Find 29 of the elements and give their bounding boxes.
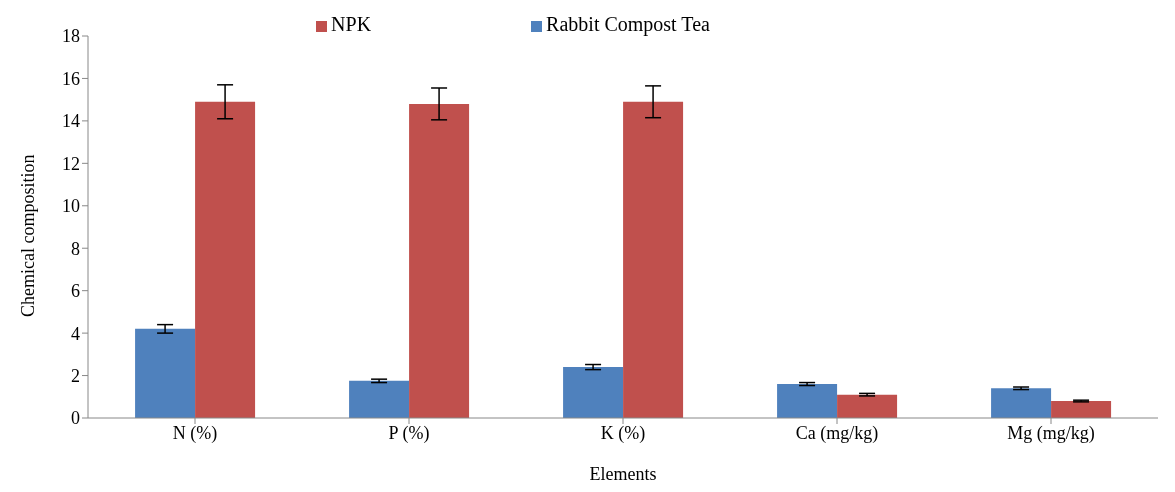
y-tick-label: 16 [62,68,80,89]
bar [409,103,470,418]
y-tick-label: 12 [62,153,80,174]
legend-label: NPK [331,13,372,35]
bar [837,394,898,418]
y-tick-label: 18 [62,26,80,47]
x-tick-label: Ca (mg/kg) [795,422,879,444]
x-tick-label: N (%) [172,422,218,444]
legend-label: Rabbit Compost Tea [546,13,710,35]
bar [563,367,624,418]
x-tick-label: K (%) [600,422,646,444]
y-tick-label: 0 [71,408,80,429]
bar [195,101,256,418]
x-axis-title: Elements [589,464,657,484]
y-tick-label: 10 [62,196,80,217]
y-tick-label: 2 [71,365,80,386]
bar [1051,401,1112,418]
bar [777,384,838,418]
x-tick-label: P (%) [388,422,430,444]
bar [135,328,196,418]
bar [349,380,410,418]
y-tick-label: 14 [62,111,80,132]
y-tick-label: 8 [71,238,80,259]
bar [623,101,684,418]
y-axis-title: Chemical composition [18,154,39,317]
bar [991,388,1052,418]
y-tick-label: 6 [71,281,80,302]
y-tick-label: 4 [71,323,80,344]
x-tick-label: Mg (mg/kg) [1007,422,1095,444]
